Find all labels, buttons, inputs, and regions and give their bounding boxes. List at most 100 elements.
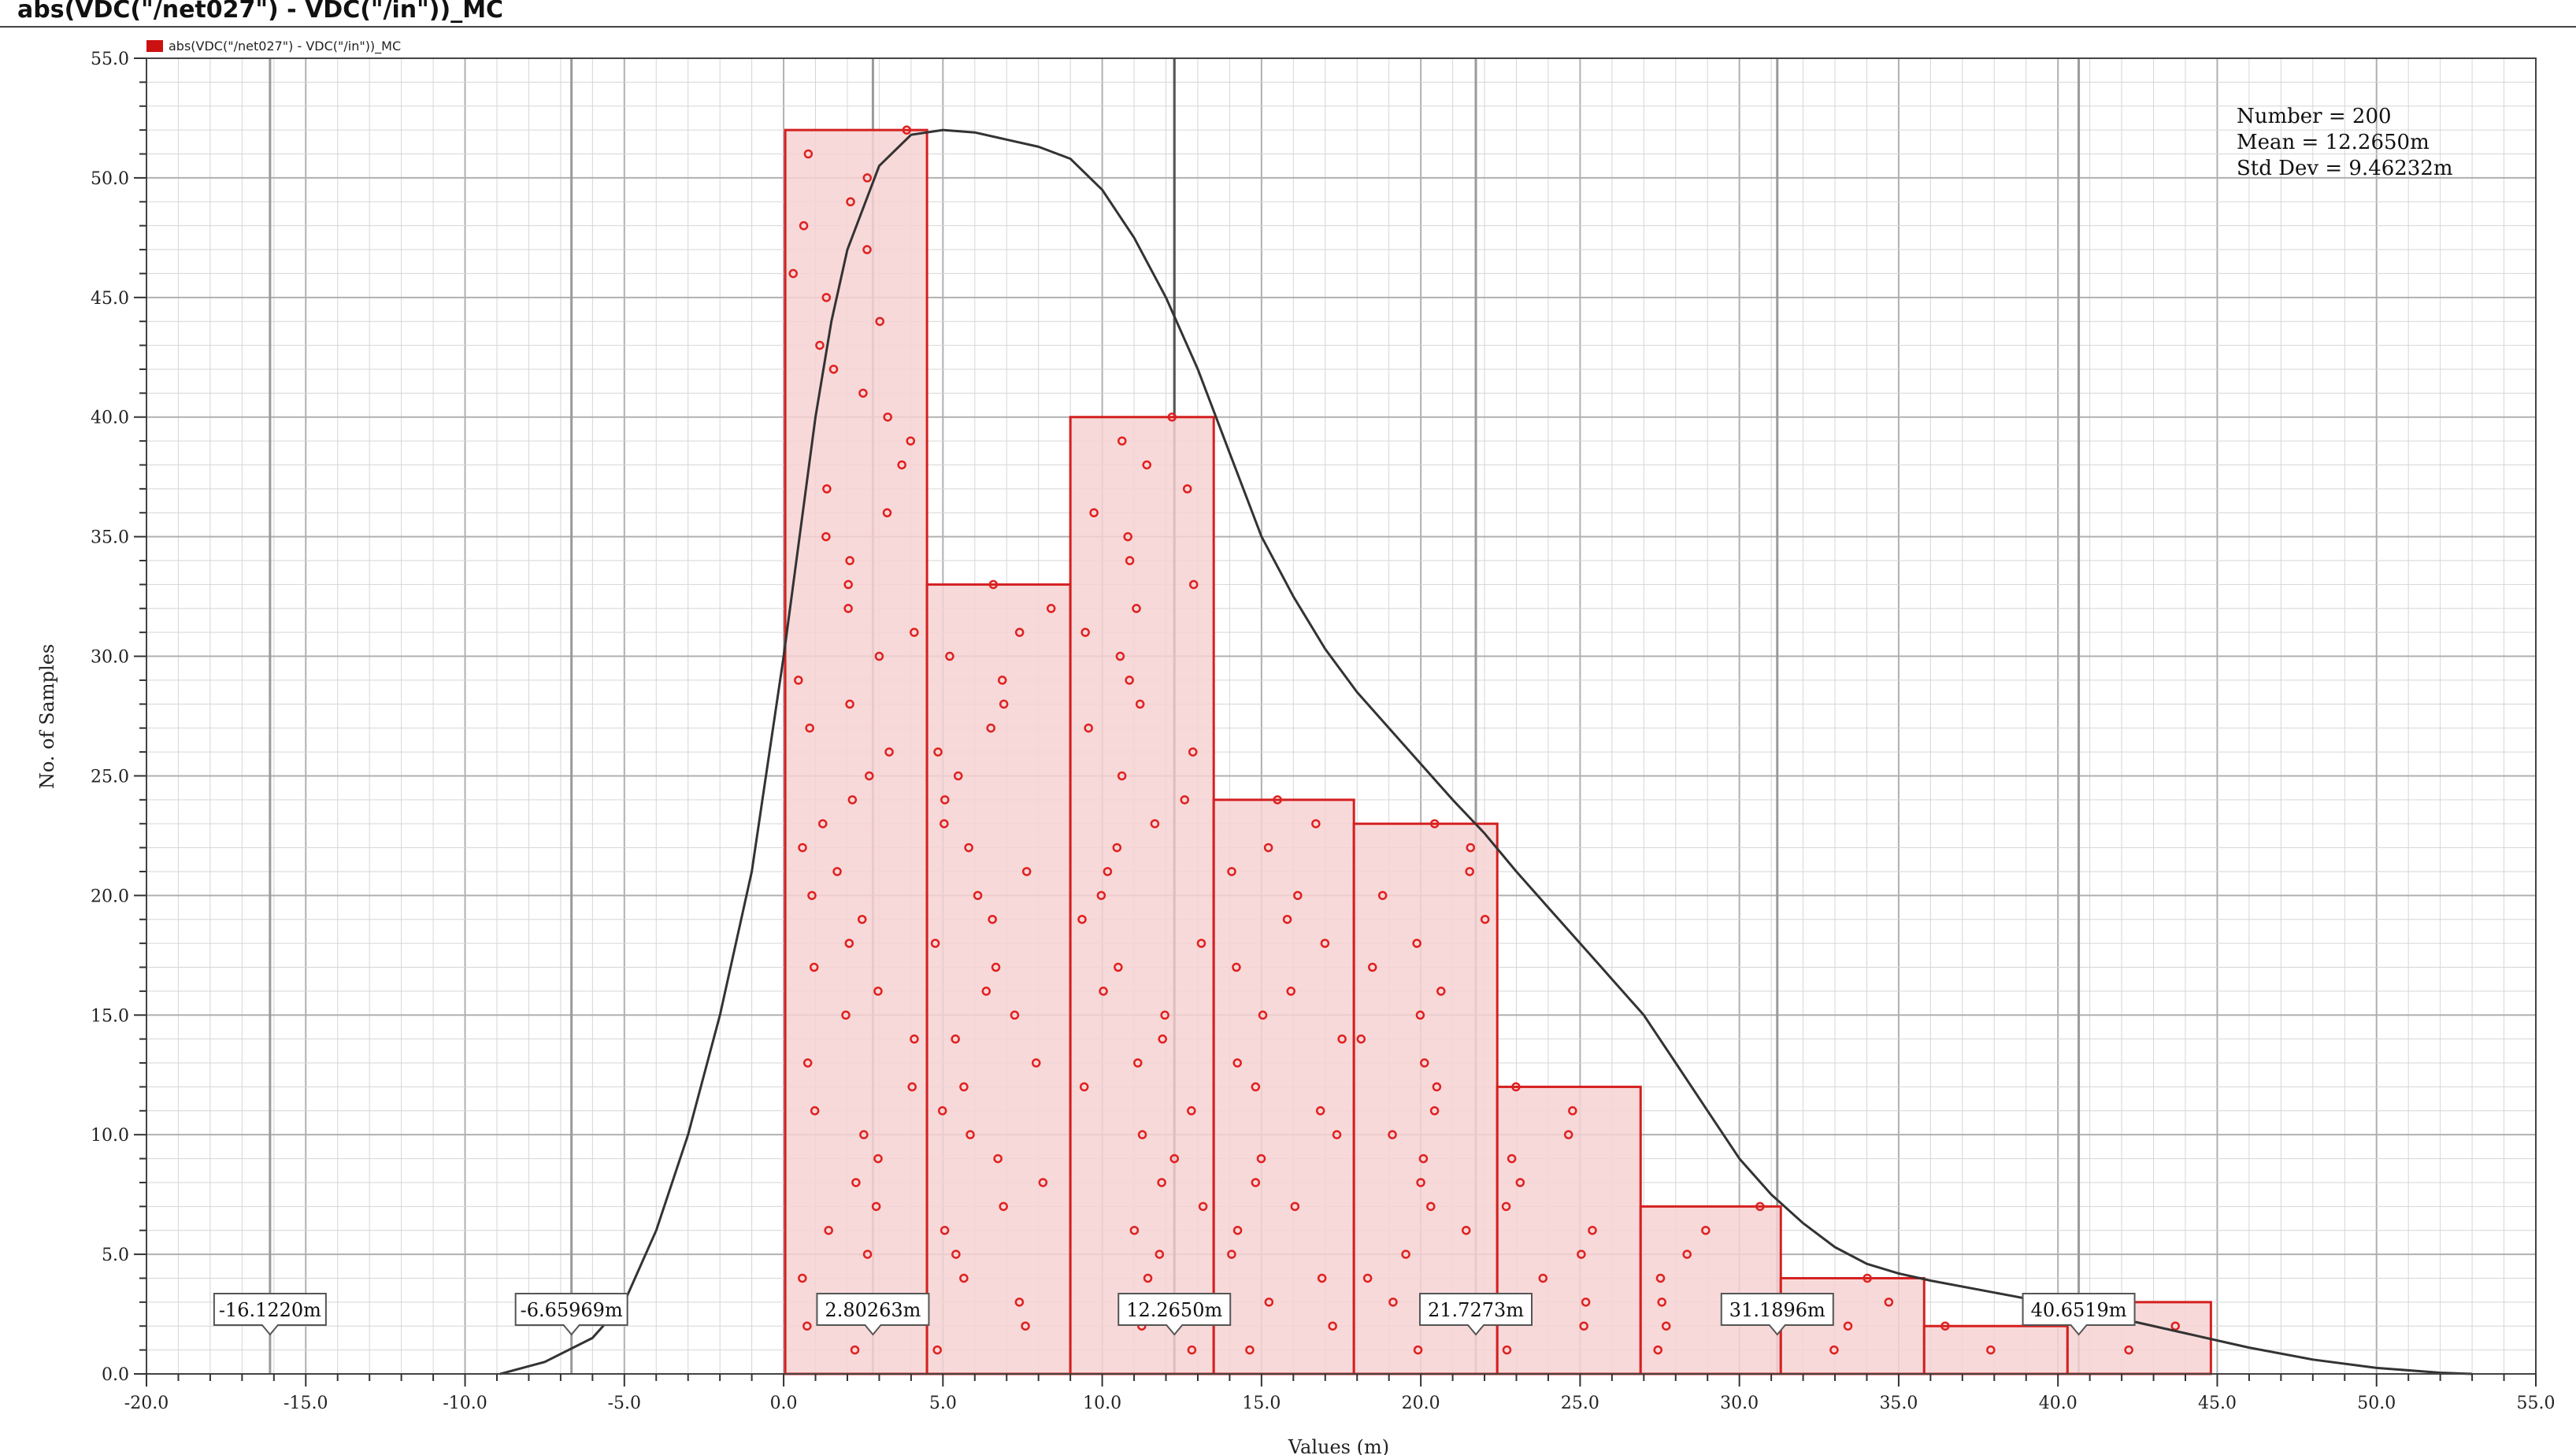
sample-point — [1367, 962, 1377, 972]
sample-point — [1132, 1058, 1143, 1068]
sample-point — [850, 1345, 860, 1355]
sample-point — [1123, 531, 1132, 542]
sample-point — [1187, 1345, 1197, 1355]
sample-point — [1137, 1130, 1147, 1139]
sample-point — [1251, 1082, 1261, 1092]
sample-point — [1863, 1273, 1872, 1283]
sample-point — [1653, 1345, 1662, 1355]
sample-point — [1158, 1034, 1167, 1044]
x-tick-label: 10.0 — [1083, 1394, 1121, 1413]
sample-point — [1142, 460, 1151, 470]
sample-point — [844, 939, 854, 948]
sample-point — [1046, 604, 1056, 613]
histogram-bar — [1352, 822, 1499, 1375]
sample-point — [859, 1130, 869, 1139]
sample-point — [788, 268, 798, 279]
axes: -20.0 -15.0 -10.0 -5.0 0.0 5.0 10.0 15.0 20.0 25.… — [91, 50, 2555, 1413]
sample-point — [1135, 699, 1145, 709]
sample-point — [940, 795, 950, 805]
stats-box: Number = 200 Mean = 12.2650m Std Dev = 9… — [2237, 105, 2453, 180]
sample-point — [884, 747, 894, 757]
sample-point — [1256, 1153, 1266, 1164]
sample-point — [1563, 1130, 1573, 1139]
sample-point — [981, 987, 991, 996]
sample-point — [1507, 1153, 1517, 1164]
sample-point — [1432, 1082, 1442, 1092]
sample-point — [1538, 1273, 1548, 1283]
x-tick-label: 15.0 — [1242, 1394, 1281, 1413]
histogram-bar — [1496, 1085, 1642, 1375]
sample-point — [937, 1106, 947, 1116]
sample-point — [1429, 1106, 1440, 1116]
sample-point — [966, 1130, 975, 1139]
sample-point — [1829, 1345, 1839, 1355]
sample-point — [802, 1321, 812, 1331]
sample-point — [1160, 1010, 1169, 1020]
sample-point — [845, 699, 854, 709]
sample-point — [822, 484, 832, 494]
sample-point — [1245, 1345, 1255, 1355]
sample-point — [1232, 1058, 1242, 1068]
sample-point — [1021, 1321, 1030, 1331]
sample-point — [1021, 867, 1032, 876]
sample-point — [1115, 651, 1125, 661]
sigma-marker-box — [514, 1293, 628, 1336]
y-tick-label: 15.0 — [91, 1006, 129, 1026]
histogram-bar — [925, 583, 1072, 1375]
sample-point — [986, 723, 995, 733]
x-tick-label: 20.0 — [1402, 1394, 1440, 1413]
sample-point — [1388, 1298, 1398, 1307]
sample-point — [2124, 1345, 2133, 1355]
sample-point — [1401, 1250, 1410, 1259]
sample-point — [1099, 987, 1108, 996]
sample-point — [1337, 1034, 1347, 1044]
sample-point — [964, 842, 973, 853]
sample-point — [1429, 819, 1440, 828]
sample-point — [874, 651, 884, 661]
sample-point — [988, 914, 997, 924]
sigma-marker-label: -6.65969m — [521, 1299, 623, 1321]
y-tick-label: 20.0 — [91, 887, 129, 906]
stats-number: Number = 200 — [2237, 105, 2392, 128]
sigma-marker-label: 31.1896m — [1729, 1299, 1825, 1321]
legend-label: abs(VDC("/net027") - VDC("/in"))_MC — [169, 39, 401, 54]
sample-point — [1286, 987, 1295, 996]
sample-point — [862, 1250, 873, 1259]
sigma-marker-box — [213, 1293, 327, 1336]
sample-point — [1227, 1250, 1236, 1259]
sample-point — [810, 1106, 820, 1116]
sigma-marker-box — [1118, 1293, 1232, 1336]
sample-point — [858, 388, 868, 398]
sample-point — [1320, 939, 1330, 948]
sample-point — [933, 747, 943, 757]
x-tick-label: -10.0 — [443, 1394, 487, 1413]
sigma-marker-label: 2.80263m — [825, 1299, 921, 1321]
sample-point — [1311, 819, 1321, 828]
sample-point — [875, 317, 884, 326]
sample-point — [803, 149, 814, 159]
sample-point — [1010, 1010, 1020, 1020]
sigma-marker-label: 40.6519m — [2031, 1299, 2127, 1321]
sample-point — [1415, 1010, 1425, 1020]
sample-point — [862, 245, 872, 254]
sample-point — [951, 1250, 961, 1259]
sigma-marker-box — [1720, 1293, 1834, 1336]
sample-point — [1317, 1273, 1327, 1283]
sample-point — [843, 579, 853, 590]
sample-point — [818, 819, 828, 828]
sample-point — [1251, 1178, 1261, 1187]
sample-point — [940, 819, 949, 828]
sample-point — [873, 1153, 883, 1164]
sample-point — [1577, 1250, 1586, 1259]
sample-point — [988, 579, 999, 590]
sample-point — [851, 1178, 861, 1187]
sample-point — [807, 890, 817, 901]
density-curve-group — [499, 128, 2473, 1375]
sigma-marker-label: 12.2650m — [1126, 1299, 1222, 1321]
sample-point — [1413, 1345, 1423, 1355]
sample-point — [798, 842, 807, 853]
sample-point — [1436, 987, 1446, 996]
x-tick-label: 35.0 — [1879, 1394, 1918, 1413]
sample-point — [1227, 867, 1236, 876]
